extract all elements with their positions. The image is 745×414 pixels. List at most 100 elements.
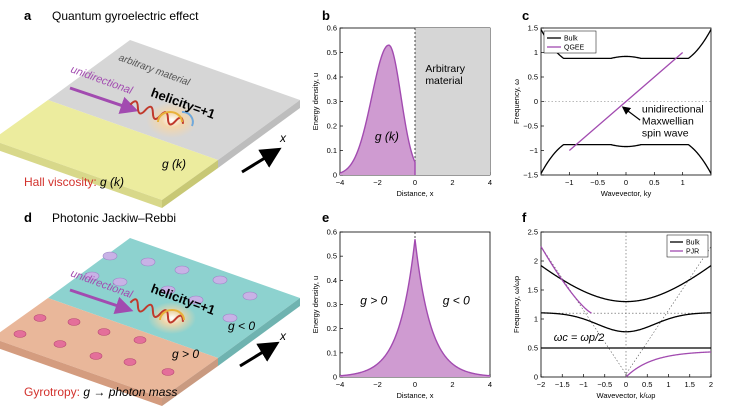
caption-a: Hall viscosity: g (k): [24, 175, 124, 189]
y-tick-label: 0.1: [327, 348, 337, 357]
y-tick-label: 0.4: [327, 73, 337, 82]
chart-c: c −1 −0.5 0 0.5 1 −1.5 −1 −0.5 0 0.5 1 1.5 Wavevector…: [512, 8, 712, 198]
energy-density-curve: [339, 239, 491, 377]
chart-f: f −2 −1.5 −1 −0.5 0 0.5 1 1.5 2 0 0.5 1 1.5 2 2.5 Waveve…: [512, 210, 713, 400]
x-tick-label: 0: [624, 380, 628, 389]
y-tick-label: 0.5: [327, 252, 337, 261]
panel-letter-e: e: [322, 210, 329, 225]
y-tick-label: 1.5: [528, 286, 538, 295]
x-tick-label: 2: [450, 380, 454, 389]
x-tick-label: −4: [336, 178, 345, 187]
y-tick-label: 1.5: [528, 24, 538, 33]
panel-letter-d: d: [24, 210, 32, 225]
pjr-upper: [540, 246, 592, 314]
x-arrow-d: [239, 341, 280, 368]
spin-wave-annotation: unidirectional Maxwellian spin wave: [642, 103, 704, 139]
bulk-lower-band: [540, 143, 712, 174]
omega-c-annotation: ωc = ωp/2: [554, 332, 604, 344]
bulk-upper-band: [540, 29, 712, 60]
legend-bulk-label: Bulk: [686, 240, 700, 247]
x-tick-label: 0.5: [642, 380, 652, 389]
x-tick-label: 0: [624, 178, 628, 187]
panel-letter-c: c: [522, 8, 529, 23]
x-axis-label: Distance, x: [396, 391, 433, 400]
panel-d-title: Photonic Jackiw–Rebbi: [52, 211, 176, 225]
pjr-lower: [625, 351, 712, 378]
y-axis-label: Frequency, ω: [512, 79, 521, 124]
energy-density-curve: [339, 44, 416, 175]
right-region-label: g < 0: [443, 294, 470, 308]
panel-letter-f: f: [522, 210, 527, 225]
x-tick-label: −2: [373, 178, 382, 187]
y-tick-label: 0.2: [327, 122, 337, 131]
legend-bulk-label: Bulk: [564, 36, 578, 43]
x-tick-label: 1: [681, 178, 685, 187]
y-axis-label: Frequency, ω/ωp: [512, 276, 521, 333]
x-tick-label: −0.5: [590, 178, 605, 187]
y-tick-label: 2: [534, 257, 538, 266]
caption-d: Gyrotropy: g → photon mass: [24, 385, 177, 399]
x-tick-label: 0: [413, 380, 417, 389]
y-tick-label: 0.5: [528, 73, 538, 82]
arbitrary-material-region: [415, 28, 490, 175]
x-tick-label: 1: [666, 380, 670, 389]
y-tick-label: 0: [534, 373, 538, 382]
bulk-upper-band: [540, 265, 712, 303]
panel-a-title: Quantum gyroelectric effect: [52, 9, 199, 23]
x-axis-label: Wavevector, ky: [601, 189, 652, 198]
x-tick-label: −1: [579, 380, 588, 389]
x-tick-label: 2: [450, 178, 454, 187]
y-tick-label: 0.1: [327, 146, 337, 155]
wave-d: [129, 298, 184, 324]
x-tick-label: 4: [488, 178, 492, 187]
y-tick-label: 1: [534, 315, 538, 324]
unidirectional-arrow-d: [69, 288, 134, 314]
x-tick-label: 1.5: [685, 380, 695, 389]
x-tick-label: 0.5: [649, 178, 659, 187]
y-tick-label: 1: [534, 48, 538, 57]
x-tick-label: 0: [413, 178, 417, 187]
y-tick-label: 0.5: [528, 344, 538, 353]
x-tick-label: −0.5: [597, 380, 612, 389]
y-tick-label: 0.2: [327, 324, 337, 333]
panel-letter-a: a: [24, 8, 32, 23]
peach-disks: [13, 314, 175, 376]
chart-e: e −4 −2 0 2 4 0 0.1 0.2 0.3 0.4 0.5 0.6 Distance, x En…: [311, 210, 492, 400]
x-tick-label: −2: [373, 380, 382, 389]
teal-disks: [84, 251, 258, 323]
y-tick-label: 0: [534, 97, 538, 106]
g-neg-label: g < 0: [228, 319, 255, 333]
legend-qgee-label: QGEE: [564, 45, 585, 52]
x-tick-label: −1: [565, 178, 574, 187]
x-tick-label: −2: [537, 380, 546, 389]
annotation-arrow: [621, 106, 641, 121]
glow-d: [148, 302, 196, 334]
y-tick-label: 0.6: [327, 24, 337, 33]
y-tick-label: 0.3: [327, 97, 337, 106]
yellow-slab: [0, 100, 218, 200]
gray-slab: [48, 40, 300, 160]
legend-f: Bulk PJR: [666, 234, 709, 258]
panel-a: a Quantum gyroelectric effect arbitrary …: [0, 8, 300, 208]
x-arrow-a: [241, 147, 282, 174]
x-label-d: x: [279, 329, 287, 343]
bulk-lower-band: [540, 312, 712, 333]
g-label-a: g (k): [162, 157, 186, 171]
teal-slab: [48, 238, 300, 358]
x-axis-label: Distance, x: [396, 189, 433, 198]
legend-pjr-label: PJR: [686, 249, 699, 256]
x-tick-label: 2: [709, 380, 713, 389]
chart-b: b −4 −2 0 2 4 0 0.1 0.2 0.3 0.4 0.5 0.6 Distance, x En…: [311, 8, 492, 198]
energy-density-area: [340, 239, 490, 377]
energy-density-area: [340, 45, 415, 176]
y-tick-label: −1.5: [523, 171, 538, 180]
qgee-line: [568, 52, 684, 151]
legend-c: Bulk QGEE: [543, 30, 597, 54]
x-tick-label: 4: [488, 380, 492, 389]
wave-a: [129, 100, 184, 126]
y-tick-label: 0.6: [327, 228, 337, 237]
glow-a: [146, 102, 198, 138]
y-tick-label: 0.4: [327, 276, 337, 285]
